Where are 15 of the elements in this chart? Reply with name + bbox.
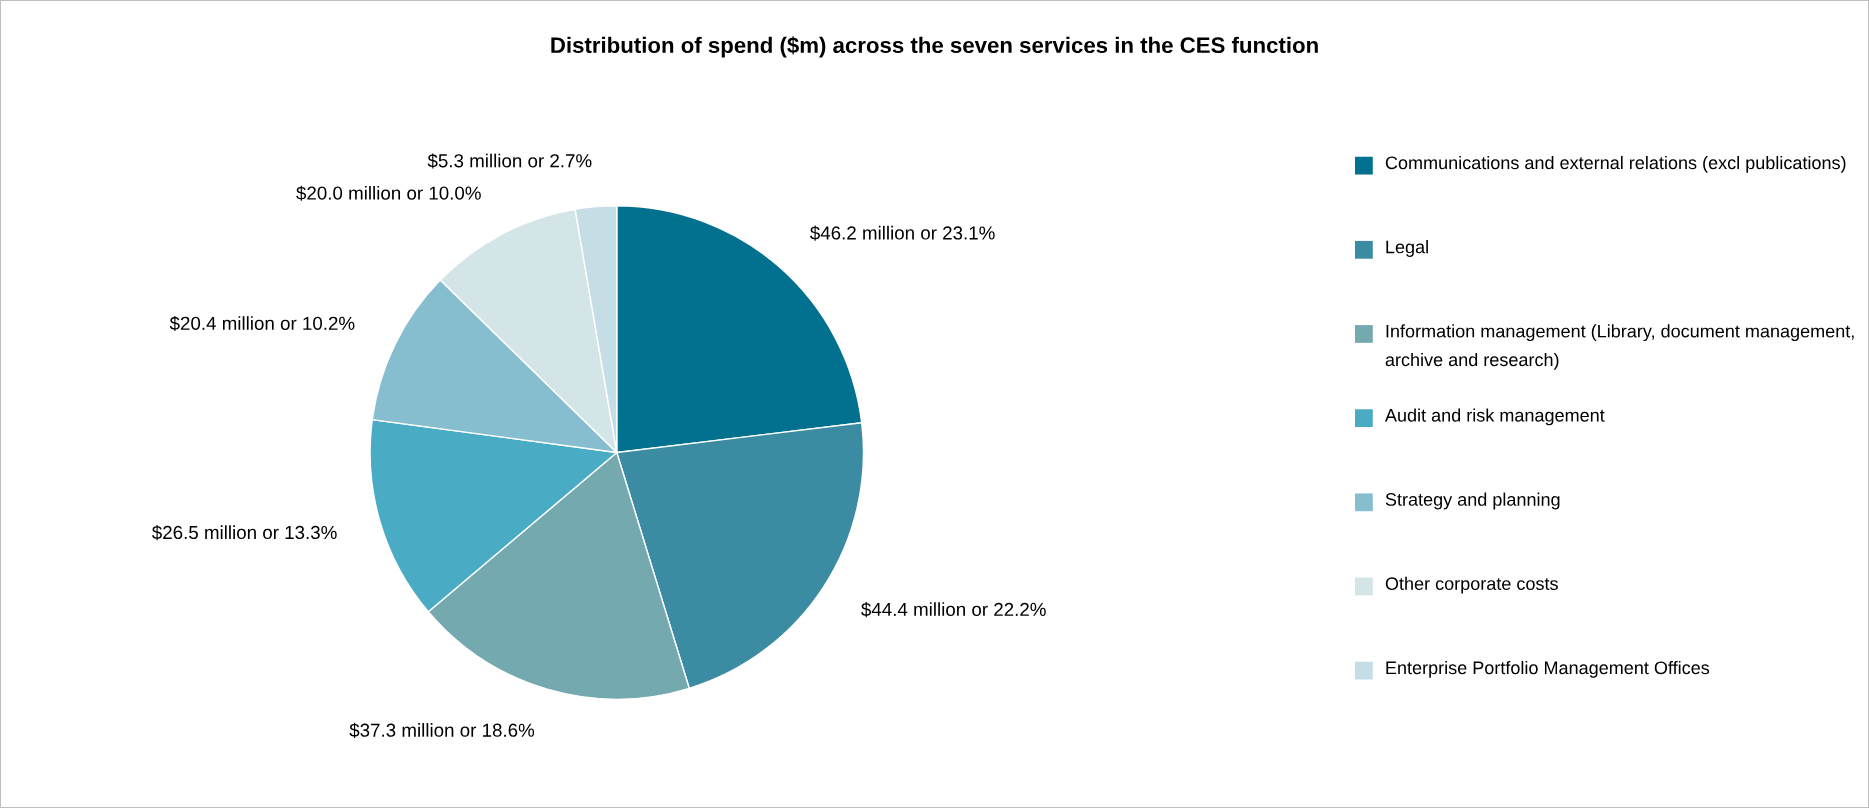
- legend-label: Information management (Library, document management, archive and research): [1385, 324, 1854, 370]
- data-label: $46.2 million or 23.1%: [810, 225, 995, 241]
- legend-label: Enterprise Portfolio Management Offices: [1386, 660, 1710, 678]
- data-label: $5.3 million or 2.7%: [427, 153, 592, 169]
- legend-label: Other corporate costs: [1385, 576, 1558, 594]
- legend-label: Legal: [1386, 240, 1428, 257]
- data-label: $20.0 million or 10.0%: [296, 185, 481, 201]
- legend-label: Audit and risk management: [1384, 408, 1605, 426]
- legend-label: Strategy and planning: [1385, 492, 1560, 510]
- data-label: $26.5 million or 13.3%: [152, 525, 337, 541]
- data-label: $20.4 million or 10.2%: [169, 315, 355, 332]
- chart-title: Distribution of spend ($m) across the seven services in the CES function: [551, 36, 1318, 58]
- data-label: $44.4 million or 22.2%: [861, 601, 1046, 618]
- data-label: $37.3 million or 18.6%: [349, 722, 535, 738]
- legend-label: Communications and external relations (excl publications): [1385, 155, 1846, 173]
